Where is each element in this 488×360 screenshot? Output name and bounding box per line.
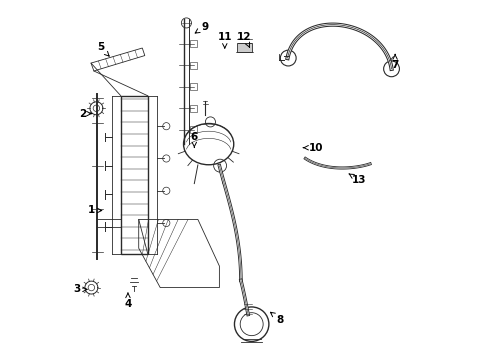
Text: 5: 5 [97, 42, 109, 56]
Text: 8: 8 [270, 312, 284, 325]
Bar [190, 62, 197, 69]
Text: 4: 4 [124, 293, 131, 309]
Bar [190, 40, 197, 47]
Bar [237, 43, 251, 51]
Text: 2: 2 [79, 109, 91, 119]
Bar [190, 83, 197, 90]
Text: 12: 12 [237, 32, 251, 47]
Text: 9: 9 [195, 22, 208, 33]
Text: 11: 11 [217, 32, 231, 48]
Text: 10: 10 [303, 143, 323, 153]
Bar [121, 96, 147, 253]
Bar [190, 126, 197, 134]
Bar [190, 105, 197, 112]
Text: 7: 7 [390, 54, 398, 70]
Text: 1: 1 [87, 206, 102, 216]
Text: 6: 6 [190, 132, 198, 148]
Text: 13: 13 [348, 174, 366, 185]
Text: 3: 3 [73, 284, 87, 294]
